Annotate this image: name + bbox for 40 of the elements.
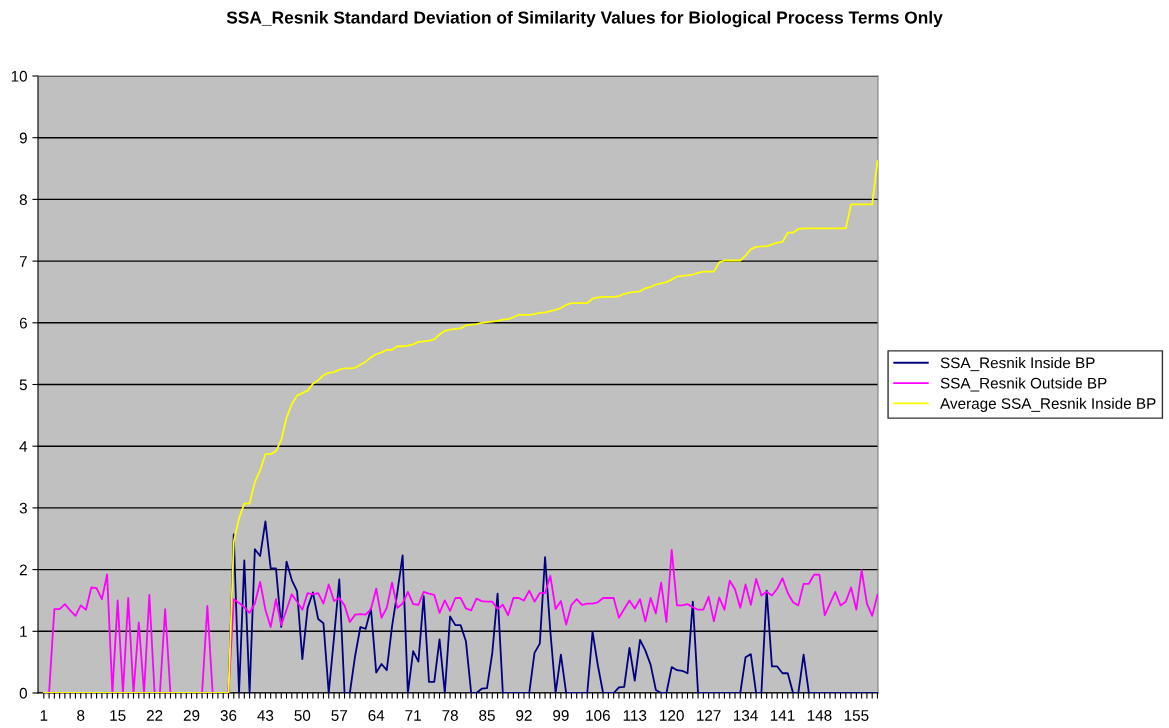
x-tick-label: 85 <box>479 710 495 721</box>
x-tick-label: 1 <box>40 710 48 721</box>
x-tick-label: 78 <box>442 710 458 721</box>
x-tick-label: 148 <box>807 710 832 721</box>
y-tick-label: 1 <box>20 626 27 637</box>
x-tick-label: 57 <box>331 710 348 721</box>
x-tick-label: 43 <box>257 710 274 721</box>
y-tick-label: 7 <box>19 256 27 267</box>
x-tick-label: 155 <box>844 710 869 721</box>
x-tick-label: 127 <box>697 710 721 721</box>
y-tick-label: 3 <box>19 502 27 514</box>
chart-title: SSA_Resnik Standard Deviation of Similarity Values for Biological Process Terms Only <box>226 10 943 28</box>
x-tick-label: 29 <box>183 710 200 721</box>
x-tick-label: 134 <box>733 710 758 721</box>
line-series <box>227 520 878 693</box>
x-tick-label: 64 <box>368 710 385 721</box>
legend-label: SSA_Resnik Outside BP <box>940 377 1107 392</box>
x-tick-label: 36 <box>220 710 237 721</box>
x-tick-label: 113 <box>623 710 647 721</box>
x-tick-label: 120 <box>660 710 684 721</box>
y-tick-label: 5 <box>19 379 27 391</box>
x-tick-label: 99 <box>553 710 569 721</box>
x-tick-label: 15 <box>110 710 126 721</box>
y-tick-label: 9 <box>19 132 27 144</box>
line-series <box>42 160 878 693</box>
x-tick-label: 141 <box>770 710 795 721</box>
x-tick-label: 22 <box>146 710 163 721</box>
x-tick-label: 50 <box>294 710 311 721</box>
x-tick-label: 106 <box>586 710 610 721</box>
legend-label: Average SSA_Resnik Inside BP <box>940 397 1156 412</box>
x-tick-label: 71 <box>405 710 421 721</box>
y-tick-label: 0 <box>19 687 27 699</box>
x-tick-label: 8 <box>77 710 85 721</box>
y-tick-label: 8 <box>19 194 27 206</box>
legend-label: SSA_Resnik Inside BP <box>940 357 1095 372</box>
y-tick-label: 10 <box>11 70 27 82</box>
x-tick-label: 92 <box>516 710 532 721</box>
y-tick-label: 4 <box>19 441 28 452</box>
y-tick-label: 2 <box>19 564 27 576</box>
y-tick-label: 6 <box>19 317 27 329</box>
